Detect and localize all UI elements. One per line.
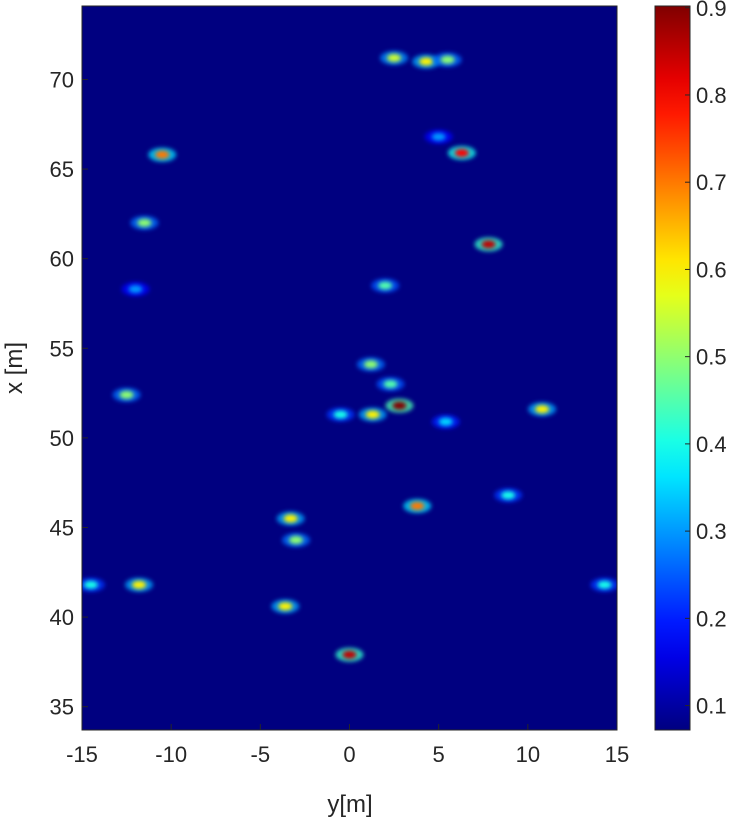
hot-spot — [132, 580, 147, 589]
colorbar — [654, 5, 691, 731]
y-tick-label: 50 — [50, 426, 74, 451]
x-tick-label: -10 — [155, 742, 187, 767]
hot-spot — [501, 491, 516, 500]
x-tick-label: -5 — [251, 742, 271, 767]
spots — [82, 50, 617, 662]
hot-spot — [383, 380, 398, 389]
hot-spot — [155, 150, 170, 159]
colorbar-tick-label: 0.7 — [696, 170, 727, 195]
hot-spot — [119, 390, 134, 399]
hot-spot — [481, 240, 496, 249]
colorbar-tick-label: 0.8 — [696, 83, 727, 108]
hot-spot — [278, 602, 293, 611]
y-tick-label: 40 — [50, 605, 74, 630]
y-tick-label: 65 — [50, 157, 74, 182]
hot-spot — [342, 650, 357, 659]
x-tick-label: 5 — [433, 742, 445, 767]
hot-spot — [137, 218, 152, 227]
hot-spot — [365, 410, 380, 419]
hot-spot — [363, 360, 378, 369]
hot-spot — [454, 148, 469, 157]
x-tick-label: 15 — [605, 742, 629, 767]
x-axis-label: y[m] — [327, 791, 372, 818]
x-tick-label: 0 — [343, 742, 355, 767]
y-tick-label: 55 — [50, 336, 74, 361]
hot-spot — [128, 285, 143, 294]
colorbar-tick-label: 0.3 — [696, 519, 727, 544]
hot-spot — [333, 410, 348, 419]
y-tick-label: 60 — [50, 247, 74, 272]
hot-spot — [438, 417, 453, 426]
colorbar-tick-label: 0.4 — [696, 432, 727, 457]
hot-spot — [597, 580, 612, 589]
y-tick-label: 45 — [50, 515, 74, 540]
hot-spot — [535, 405, 550, 414]
plot-background — [82, 6, 617, 730]
colorbar-tick-label: 0.6 — [696, 257, 727, 282]
hot-spot — [431, 132, 446, 141]
hot-spot — [419, 57, 434, 66]
hot-spot — [410, 501, 425, 510]
hot-spot — [83, 580, 98, 589]
colorbar-tick-label: 0.1 — [696, 694, 727, 719]
hot-spot — [392, 401, 407, 410]
hot-spot — [283, 514, 298, 523]
hot-spot — [289, 536, 303, 545]
y-tick-label: 35 — [50, 695, 74, 720]
x-tick-label: 10 — [516, 742, 540, 767]
colorbar-tick-label: 0.2 — [696, 606, 727, 631]
y-tick-label: 70 — [50, 67, 74, 92]
hot-spot — [378, 281, 393, 290]
colorbar-tick-label: 0.5 — [696, 345, 727, 370]
colorbar-tick-label: 0.9 — [696, 0, 727, 21]
x-tick-label: -15 — [66, 742, 98, 767]
hot-spot — [440, 55, 455, 64]
y-axis-label: x [m] — [1, 342, 28, 394]
hot-spot — [387, 53, 402, 62]
